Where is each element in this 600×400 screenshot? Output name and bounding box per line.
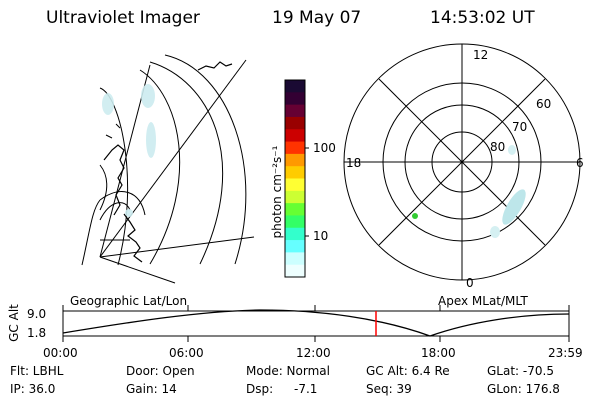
x-tick-1: 06:00 xyxy=(169,346,204,360)
mlt-12-label: 12 xyxy=(473,48,489,62)
x-tick-4: 23:59 xyxy=(548,346,583,360)
color-bar-segment xyxy=(285,252,305,266)
mlt-0-label: 0 xyxy=(466,276,474,290)
gc-alt-axis-label: GC Alt xyxy=(7,304,21,342)
color-bar-segment xyxy=(285,166,305,179)
mlt-6-label: 6 xyxy=(576,156,584,170)
color-bar xyxy=(285,80,305,278)
color-bar-segment xyxy=(285,153,305,167)
date-label: 19 May 07 xyxy=(272,8,362,28)
ip-info: IP: 36.0 xyxy=(10,382,56,396)
geographic-map xyxy=(81,54,255,284)
x-tick-3: 18:00 xyxy=(421,346,456,360)
dsp-label: Dsp: xyxy=(246,382,274,396)
x-tick-0: 00:00 xyxy=(43,346,78,360)
orbit-plot xyxy=(62,305,570,342)
colorbar-tick-10: 10 xyxy=(313,229,329,243)
color-bar-segment xyxy=(285,215,305,229)
color-bar-segment xyxy=(285,141,305,155)
color-bar-segment xyxy=(285,104,305,118)
color-bar-segment xyxy=(285,80,305,93)
color-bar-segment xyxy=(285,227,305,241)
aurora-emission-map xyxy=(102,84,156,217)
gain-info: Gain: 14 xyxy=(126,382,177,396)
colorbar-unit-label: photon cm⁻²s⁻¹ xyxy=(270,145,284,239)
door-info: Door: Open xyxy=(126,364,195,378)
x-tick-2: 12:00 xyxy=(296,346,331,360)
seq-info: Seq: 39 xyxy=(366,382,412,396)
color-bar-segment xyxy=(285,190,305,204)
instrument-title: Ultraviolet Imager xyxy=(46,8,200,28)
color-bar-segment xyxy=(285,116,305,130)
time-label: 14:53:02 UT xyxy=(430,8,535,28)
y-min-label: 1.8 xyxy=(27,326,47,340)
geographic-title: Geographic Lat/Lon xyxy=(70,294,188,308)
glat-info: GLat: -70.5 xyxy=(487,364,554,378)
color-bar-segment xyxy=(285,264,305,278)
mlt-18-label: 18 xyxy=(346,156,362,170)
polar-emission xyxy=(412,145,526,238)
lat-60-label: 60 xyxy=(536,97,552,111)
gc-alt-info: GC Alt: 6.4 Re xyxy=(366,364,450,378)
filter-info: Flt: LBHL xyxy=(10,364,64,378)
apex-title: Apex MLat/MLT xyxy=(438,294,528,308)
lat-80-label: 80 xyxy=(490,140,506,154)
color-bar-frame xyxy=(284,79,306,278)
lat-70-label: 70 xyxy=(512,120,528,134)
y-max-label: 9.0 xyxy=(27,307,47,321)
glon-info: GLon: 176.8 xyxy=(487,382,560,396)
color-bar-segment xyxy=(285,92,305,106)
colorbar-tick-100: 100 xyxy=(313,141,336,155)
mode-info: Mode: Normal xyxy=(246,364,330,378)
dsp-value: -7.1 xyxy=(294,382,318,396)
color-bar-segment xyxy=(285,129,305,143)
color-bar-segment xyxy=(285,178,305,192)
color-bar-segment xyxy=(285,240,305,253)
color-bar-segment xyxy=(285,203,305,216)
polar-plot xyxy=(343,43,581,281)
